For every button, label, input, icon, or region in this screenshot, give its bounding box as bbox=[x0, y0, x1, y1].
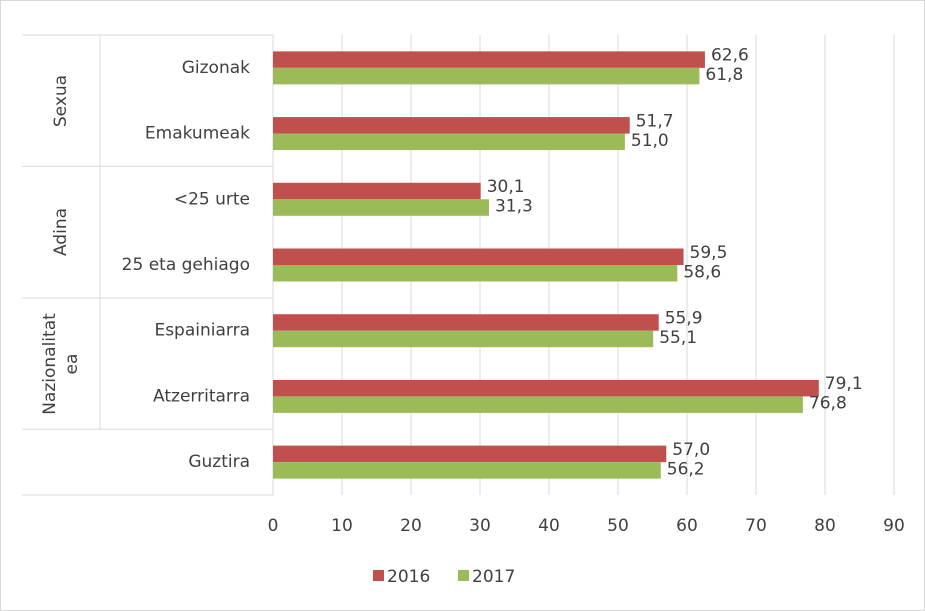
x-tick-label: 40 bbox=[538, 516, 560, 536]
bar bbox=[273, 133, 625, 151]
value-label: 31,3 bbox=[495, 197, 533, 217]
x-tick-label: 60 bbox=[676, 516, 698, 536]
bar bbox=[273, 51, 705, 68]
bar bbox=[273, 379, 819, 397]
bar bbox=[273, 462, 661, 479]
y-tick-label: <25 urte bbox=[174, 189, 250, 209]
bar bbox=[273, 248, 684, 265]
x-tick-label: 70 bbox=[745, 516, 767, 536]
value-label: 30,1 bbox=[487, 177, 525, 197]
bar bbox=[273, 67, 700, 85]
value-label: 55,1 bbox=[659, 328, 697, 348]
group-label: Adina bbox=[51, 208, 71, 257]
bar bbox=[273, 330, 654, 348]
value-label: 79,1 bbox=[825, 374, 863, 394]
value-label: 62,6 bbox=[711, 46, 749, 66]
value-label: 51,7 bbox=[636, 111, 674, 131]
group-label: Sexua bbox=[51, 74, 71, 127]
group-label: Nazionalitatea bbox=[40, 312, 82, 415]
value-label: 55,9 bbox=[665, 308, 703, 328]
x-tick-label: 20 bbox=[400, 516, 422, 536]
legend-label: 2017 bbox=[472, 567, 515, 587]
value-label: 57,0 bbox=[672, 440, 710, 460]
x-tick-label: 50 bbox=[607, 516, 629, 536]
x-tick-label: 90 bbox=[883, 516, 905, 536]
y-tick-label: Espainiarra bbox=[154, 321, 250, 341]
y-tick-label: Emakumeak bbox=[145, 124, 250, 144]
bar bbox=[273, 314, 659, 331]
legend-label: 2016 bbox=[387, 567, 430, 587]
y-tick-label: Gizonak bbox=[182, 58, 250, 78]
y-tick-label: Guztira bbox=[188, 452, 250, 472]
value-label: 76,8 bbox=[809, 394, 847, 414]
value-label: 51,0 bbox=[631, 131, 669, 151]
y-tick-label: 25 eta gehiago bbox=[122, 255, 250, 275]
x-tick-label: 80 bbox=[814, 516, 836, 536]
legend-swatch bbox=[458, 570, 469, 581]
y-tick-label: Atzerritarra bbox=[153, 386, 250, 406]
bar bbox=[273, 199, 489, 216]
value-label: 61,8 bbox=[705, 65, 743, 85]
value-label: 58,6 bbox=[683, 262, 721, 282]
bar bbox=[273, 117, 630, 134]
bar bbox=[273, 445, 667, 463]
bar bbox=[273, 265, 678, 282]
x-tick-label: 30 bbox=[469, 516, 491, 536]
legend-swatch bbox=[373, 570, 384, 581]
bar bbox=[273, 396, 803, 413]
value-label: 59,5 bbox=[690, 243, 728, 263]
value-label: 56,2 bbox=[667, 459, 705, 479]
bar bbox=[273, 182, 481, 200]
x-tick-label: 10 bbox=[331, 516, 353, 536]
x-tick-label: 0 bbox=[268, 516, 279, 536]
